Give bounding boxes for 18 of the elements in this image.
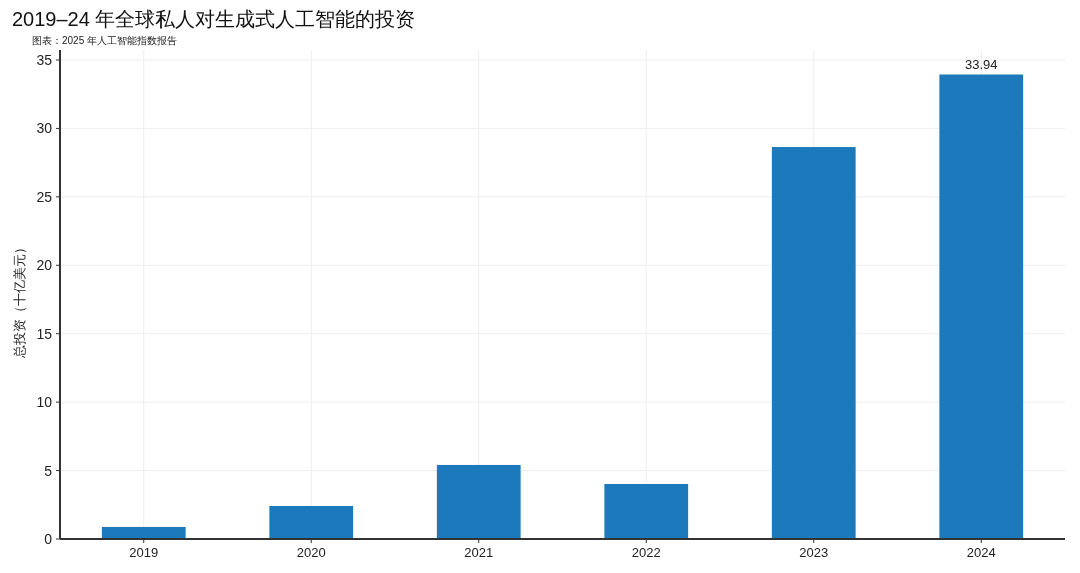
- xtick: 2021: [464, 545, 494, 560]
- ytick: 20: [36, 257, 52, 274]
- xtick: 2024: [966, 545, 996, 560]
- ytick: 10: [36, 394, 52, 411]
- ytick: 15: [36, 325, 52, 342]
- xtick: 2020: [296, 545, 326, 560]
- xtick: 2019: [129, 545, 159, 560]
- ytick: 25: [36, 188, 52, 205]
- xtick: 2023: [799, 545, 829, 560]
- ylabel: 总投资（十亿美元）: [12, 241, 27, 358]
- value-label: 33.94: [965, 56, 998, 72]
- ytick: 30: [36, 120, 52, 137]
- title: 2019–24 年全球私人对生成式人工智能的投资: [12, 8, 416, 30]
- subtitle: 图表：2025 年人工智能指数报告: [32, 35, 178, 46]
- ytick: 35: [36, 52, 52, 68]
- ytick: 0: [44, 531, 52, 547]
- xtick: 2022: [631, 545, 661, 560]
- ytick: 5: [44, 462, 52, 479]
